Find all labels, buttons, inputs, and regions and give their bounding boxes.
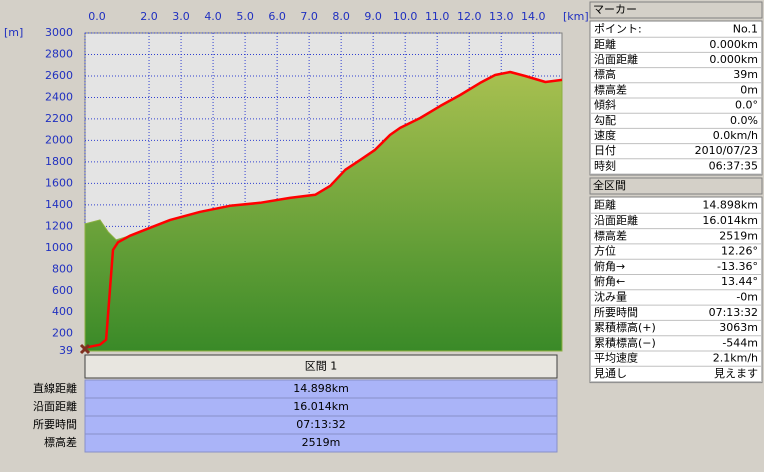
y-tick-label: 2000 <box>45 133 73 146</box>
y-tick-label: 1200 <box>45 219 73 232</box>
row-value: 0.0km/h <box>713 129 758 142</box>
y-tick-label: 200 <box>52 327 73 340</box>
y-tick-label: 1000 <box>45 241 73 254</box>
row-value: 0.0% <box>730 114 758 127</box>
y-tick-label: 1600 <box>45 176 73 189</box>
row-label: 沈み量 <box>594 289 627 303</box>
row-value: 16.014km <box>702 214 758 227</box>
row-value: -13.36° <box>717 260 758 273</box>
row-value: 2010/07/23 <box>695 144 758 157</box>
y-tick-label: 3000 <box>45 26 73 39</box>
y-tick-label: 1800 <box>45 155 73 168</box>
row-value: -0m <box>736 290 758 303</box>
row-label: 距離 <box>594 198 616 212</box>
row-value: 2519m <box>719 229 758 242</box>
row-label: 沿面距離 <box>594 52 638 66</box>
y-tick-label: 400 <box>52 305 73 318</box>
y-tick-label: 39 <box>59 344 73 357</box>
row-label: 累積標高(+) <box>594 320 656 334</box>
x-tick-label: 2.0 <box>140 10 158 23</box>
row-value: 12.26° <box>721 245 758 258</box>
section-value: 14.898km <box>293 382 349 395</box>
section-value: 07:13:32 <box>296 418 345 431</box>
row-value: 13.44° <box>721 275 758 288</box>
x-tick-label: 12.0 <box>457 10 482 23</box>
x-tick-label: 4.0 <box>204 10 222 23</box>
x-tick-label: 9.0 <box>364 10 382 23</box>
y-tick-label: 1400 <box>45 198 73 211</box>
row-value: 2.1km/h <box>713 352 758 365</box>
x-tick-label: 3.0 <box>172 10 190 23</box>
row-label: 沿面距離 <box>594 213 638 227</box>
x-tick-label: 7.0 <box>300 10 318 23</box>
panel-header <box>589 177 763 195</box>
row-label: 日付 <box>594 144 616 157</box>
section-title: 区間 1 <box>305 360 338 373</box>
y-tick-label: 2600 <box>45 69 73 82</box>
row-label: 俯角→ <box>594 259 625 273</box>
panel-title: 全区間 <box>593 178 626 192</box>
section-value: 2519m <box>302 436 341 449</box>
x-tick-label: 5.0 <box>236 10 254 23</box>
row-value: -544m <box>722 336 758 349</box>
y-tick-label: 2800 <box>45 47 73 60</box>
panel-header <box>589 1 763 19</box>
section-value: 16.014km <box>293 400 349 413</box>
x-tick-label: 6.0 <box>268 10 286 23</box>
row-label: 距離 <box>594 37 616 51</box>
row-label: 勾配 <box>594 114 616 127</box>
row-label: ポイント: <box>594 23 642 36</box>
row-value: 見えます <box>714 367 758 380</box>
row-label: 標高差 <box>594 228 627 242</box>
row-label: 標高 <box>594 67 616 81</box>
row-value: 0.000km <box>709 38 758 51</box>
section-header <box>84 354 558 379</box>
row-label: 累積標高(−) <box>594 335 656 349</box>
row-label: 俯角← <box>594 274 625 288</box>
section-label: 沿面距離 <box>33 399 77 413</box>
section-row <box>84 433 558 453</box>
y-tick-label: 2200 <box>45 112 73 125</box>
row-label: 時刻 <box>594 158 616 172</box>
section-label: 直線距離 <box>33 381 77 395</box>
x-tick-label: 13.0 <box>489 10 514 23</box>
section-label: 所要時間 <box>33 418 77 431</box>
row-value: No.1 <box>733 23 758 36</box>
marker-icon <box>79 343 91 355</box>
row-value: 0.000km <box>709 53 758 66</box>
section-label: 標高差 <box>44 435 77 449</box>
row-label: 所要時間 <box>594 306 638 319</box>
row-value: 06:37:35 <box>709 159 758 172</box>
row-label: 方位 <box>594 244 616 258</box>
row-value: 07:13:32 <box>709 306 758 319</box>
x-tick-label: 14.0 <box>521 10 546 23</box>
row-label: 平均速度 <box>594 351 638 365</box>
row-label: 速度 <box>594 128 616 142</box>
y-tick-label: 2400 <box>45 90 73 103</box>
row-label: 見通し <box>594 367 627 380</box>
route-line <box>84 70 563 349</box>
x-tick-label: 10.0 <box>393 10 418 23</box>
y-tick-label: 600 <box>52 284 73 297</box>
row-value: 39m <box>733 68 758 81</box>
y-axis-label: [m] <box>4 26 23 39</box>
y-tick-label: 800 <box>52 262 73 275</box>
row-value: 3063m <box>719 321 758 334</box>
row-value: 0.0° <box>735 99 758 112</box>
row-label: 傾斜 <box>594 98 616 112</box>
x-tick-label: 11.0 <box>425 10 450 23</box>
x-tick-label: 8.0 <box>332 10 350 23</box>
row-value: 14.898km <box>702 199 758 212</box>
x-tick-label: 0.0 <box>88 10 106 23</box>
row-value: 0m <box>740 83 758 96</box>
panel-title: マーカー <box>593 3 637 16</box>
x-axis-label: [km] <box>563 10 589 23</box>
row-label: 標高差 <box>594 82 627 96</box>
